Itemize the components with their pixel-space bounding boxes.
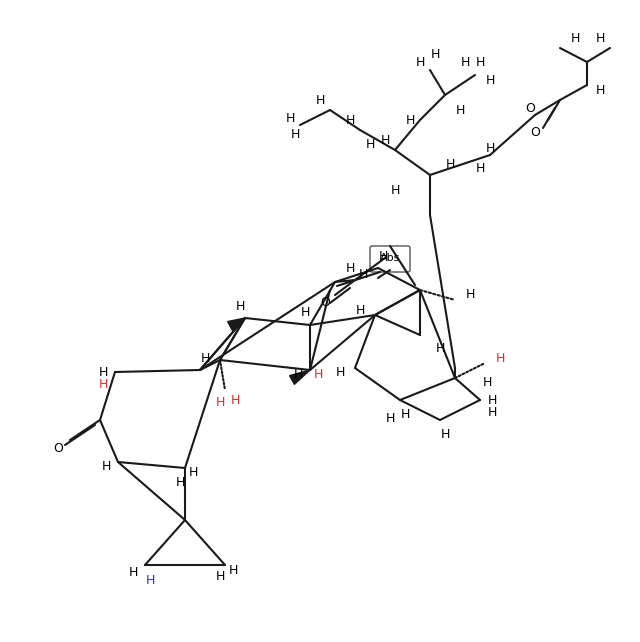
Text: H: H — [390, 184, 400, 196]
Text: H: H — [215, 571, 225, 584]
Text: H: H — [99, 377, 108, 390]
Text: O: O — [53, 442, 63, 455]
Text: H: H — [175, 476, 185, 489]
Text: H: H — [101, 460, 111, 474]
Text: H: H — [440, 428, 450, 442]
Text: H: H — [145, 573, 155, 587]
Text: H: H — [430, 49, 440, 62]
Text: H: H — [380, 134, 390, 146]
Text: H: H — [435, 342, 445, 354]
Text: H: H — [400, 408, 410, 422]
Text: H: H — [335, 367, 345, 379]
Text: H: H — [236, 300, 244, 313]
Text: H: H — [485, 73, 495, 87]
Text: H: H — [316, 94, 324, 107]
Text: H: H — [476, 162, 484, 175]
Text: H: H — [465, 288, 475, 302]
Text: H: H — [355, 304, 365, 317]
Text: H: H — [385, 412, 395, 424]
Text: H: H — [200, 352, 210, 365]
Text: O: O — [320, 295, 330, 309]
Text: H: H — [346, 114, 355, 126]
Text: H: H — [128, 566, 138, 580]
Text: H: H — [485, 141, 495, 155]
Text: H: H — [215, 395, 225, 408]
Text: H: H — [415, 55, 425, 69]
Text: H: H — [483, 376, 492, 390]
Polygon shape — [228, 318, 245, 331]
FancyBboxPatch shape — [370, 246, 410, 272]
Text: H: H — [285, 112, 294, 125]
Text: H: H — [570, 31, 580, 44]
Text: H: H — [378, 250, 388, 263]
Text: H: H — [455, 103, 465, 116]
Text: H: H — [595, 31, 605, 44]
Text: H: H — [293, 369, 303, 381]
Text: H: H — [291, 128, 300, 141]
Text: H: H — [495, 352, 505, 365]
Text: H: H — [346, 261, 355, 275]
Text: Abs: Abs — [380, 253, 400, 263]
Text: H: H — [358, 268, 368, 281]
Text: H: H — [595, 83, 605, 96]
Text: H: H — [314, 369, 323, 381]
Text: H: H — [300, 306, 310, 320]
Text: H: H — [445, 159, 454, 171]
Text: H: H — [230, 394, 240, 406]
Text: H: H — [99, 365, 108, 379]
Text: H: H — [460, 55, 470, 69]
Text: O: O — [530, 125, 540, 139]
Text: H: H — [188, 467, 198, 480]
Text: H: H — [476, 55, 484, 69]
Text: H: H — [487, 406, 497, 419]
Text: H: H — [228, 564, 237, 577]
Text: H: H — [487, 394, 497, 406]
Polygon shape — [289, 370, 310, 385]
Text: H: H — [365, 139, 374, 152]
Text: H: H — [405, 114, 415, 126]
Text: O: O — [525, 101, 535, 114]
